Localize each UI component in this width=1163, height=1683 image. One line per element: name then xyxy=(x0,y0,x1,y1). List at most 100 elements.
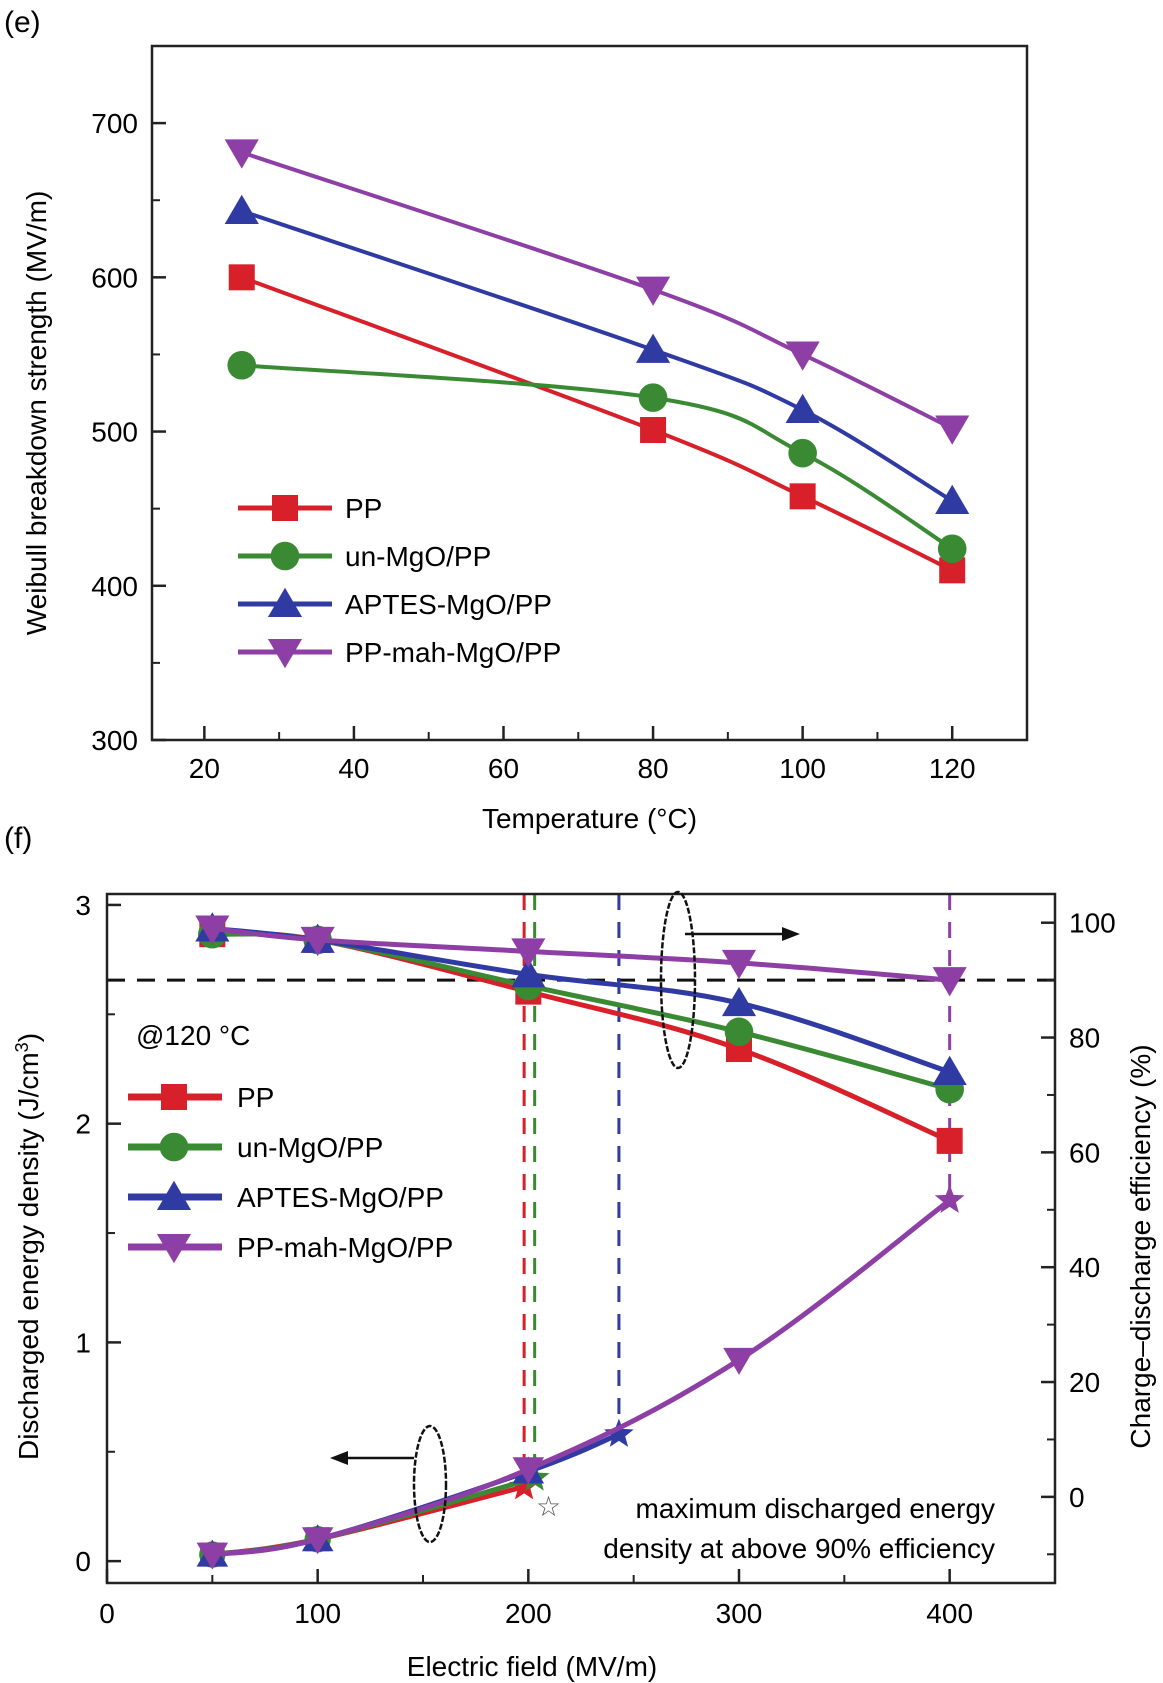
max-energy-star-PP-mah-MgO/PP xyxy=(934,1184,965,1213)
efficiency-line-un-MgO/PP xyxy=(212,931,951,1092)
chart-f-annotations: ☆ maximum discharged energy density at abo… xyxy=(330,890,995,1564)
legend-marker xyxy=(267,587,303,617)
x-tick-label: 120 xyxy=(929,753,976,784)
chart-f-left-y-axis-title: Discharged energy density (J/cm3) xyxy=(12,1033,44,1460)
data-point-un-MgO/PP xyxy=(937,534,967,564)
data-point-PP xyxy=(640,417,667,444)
legend-label: un-MgO/PP xyxy=(345,541,491,572)
series-line-PP xyxy=(241,275,954,573)
x-tick-label: 100 xyxy=(779,753,826,784)
left-y-tick-label: 3 xyxy=(75,890,91,921)
right-y-tick-label: 80 xyxy=(1069,1023,1100,1054)
legend-marker xyxy=(161,1084,187,1110)
chart-f-frame xyxy=(105,892,1057,1585)
efficiency-point-PP-mah-MgO/PP xyxy=(195,915,230,945)
data-point-un-MgO/PP xyxy=(227,350,257,380)
data-point-PP-mah-MgO/PP xyxy=(636,276,671,306)
data-point-un-MgO/PP xyxy=(788,438,817,468)
data-point-APTES-MgO/PP xyxy=(636,333,671,363)
efficiency-point-un-MgO/PP xyxy=(724,1017,754,1047)
legend-marker xyxy=(156,1180,192,1210)
chart-e: (e) 20 40 60 80 100 120 300 400 500 600 700 Temper… xyxy=(4,6,1029,834)
panel-label-f: (f) xyxy=(4,822,32,855)
right-y-tick-label: 40 xyxy=(1069,1252,1100,1283)
data-point-APTES-MgO/PP xyxy=(935,484,970,514)
chart-e-y-axis-title: Weibull breakdown strength (MV/m) xyxy=(21,191,52,636)
x-tick-label: 100 xyxy=(294,1598,341,1629)
chart-f: (f) 0 100 200 300 400 0 1 2 3 0 20 40 60 80 100 ☆ maxim… xyxy=(4,822,1156,1682)
series-line-PP-mah-MgO/PP xyxy=(241,150,954,431)
legend-marker xyxy=(272,495,298,521)
efficiency-point-PP-mah-MgO/PP xyxy=(300,926,335,957)
y-tick-label: 400 xyxy=(91,571,138,602)
efficiency-point-APTES-MgO/PP xyxy=(511,958,546,988)
chart-f-marks xyxy=(195,912,967,1570)
left-y-tick-label: 1 xyxy=(75,1327,91,1358)
left-arrow-head-icon xyxy=(330,1451,348,1465)
efficiency-line-PP-mah-MgO/PP xyxy=(212,925,950,983)
x-tick-label: 0 xyxy=(99,1598,115,1629)
max-energy-star-PP xyxy=(509,1471,539,1500)
energy-group-ellipse xyxy=(412,1424,448,1544)
chart-f-left-y-axis-title-end: ) xyxy=(13,1033,44,1042)
data-point-PP xyxy=(789,483,816,510)
y-tick-label: 300 xyxy=(91,725,138,756)
max-energy-star-APTES-MgO/PP xyxy=(604,1418,634,1447)
chart-e-x-axis-title: Temperature (°C) xyxy=(482,803,697,834)
right-y-tick-label: 60 xyxy=(1069,1137,1100,1168)
data-point-APTES-MgO/PP xyxy=(785,393,820,423)
data-point-PP-mah-MgO/PP xyxy=(224,139,259,169)
x-tick-label: 60 xyxy=(488,753,519,784)
efficiency-point-PP-mah-MgO/PP xyxy=(511,938,546,968)
efficiency-point-APTES-MgO/PP xyxy=(932,1055,967,1085)
energy-point-PP-mah-MgO/PP xyxy=(196,1542,229,1570)
series-line-APTES-MgO/PP xyxy=(241,209,954,503)
x-tick-label: 40 xyxy=(338,753,369,784)
data-point-APTES-MgO/PP xyxy=(224,194,259,225)
right-arrow-head-icon xyxy=(782,927,800,941)
energy-line-PP-mah-MgO/PP xyxy=(211,1198,952,1558)
efficiency-group-ellipse xyxy=(659,890,697,1070)
efficiency-point-APTES-MgO/PP xyxy=(721,986,757,1017)
chart-f-left-y-axis-title-main: Discharged energy density (J/cm xyxy=(13,1052,44,1460)
x-tick-label: 80 xyxy=(637,753,668,784)
y-tick-label: 700 xyxy=(91,108,138,139)
energy-point-PP-mah-MgO/PP xyxy=(512,1457,545,1485)
legend-label: un-MgO/PP xyxy=(237,1132,383,1163)
efficiency-line-PP xyxy=(212,931,951,1144)
x-tick-label: 300 xyxy=(716,1598,763,1629)
chart-e-frame xyxy=(150,44,1029,742)
chart-e-axes: 20 40 60 80 100 120 300 400 500 600 700 xyxy=(91,108,975,784)
chart-f-left-y-axis-title-sup: 3 xyxy=(12,1042,32,1052)
data-point-PP-mah-MgO/PP xyxy=(785,341,820,371)
energy-point-PP-mah-MgO/PP xyxy=(723,1347,755,1375)
data-point-un-MgO/PP xyxy=(638,383,668,412)
legend-marker xyxy=(156,1234,192,1264)
chart-e-marks xyxy=(224,139,970,584)
left-y-tick-label: 2 xyxy=(75,1109,91,1140)
energy-line-un-MgO/PP xyxy=(211,1475,536,1558)
chart-f-temperature-annotation: @120 °C xyxy=(136,1020,250,1051)
data-point-PP xyxy=(228,264,255,291)
legend-label: APTES-MgO/PP xyxy=(237,1182,444,1213)
star-glyph-icon: ☆ xyxy=(536,1491,561,1522)
right-y-tick-label: 20 xyxy=(1069,1367,1100,1398)
legend-marker xyxy=(267,639,303,669)
x-tick-label: 200 xyxy=(505,1598,552,1629)
x-tick-label: 20 xyxy=(189,753,220,784)
star-annotation-line-2: density at above 90% efficiency xyxy=(603,1533,995,1564)
legend-marker xyxy=(270,541,300,571)
chart-e-legend: PP un-MgO/PP APTES-MgO/PP PP-mah-MgO/PP xyxy=(238,493,561,669)
chart-f-x-axis-title: Electric field (MV/m) xyxy=(407,1651,657,1682)
energy-point-PP-mah-MgO/PP xyxy=(301,1527,334,1555)
legend-label: APTES-MgO/PP xyxy=(345,589,552,620)
x-tick-label: 400 xyxy=(926,1598,973,1629)
legend-label: PP-mah-MgO/PP xyxy=(237,1232,453,1263)
legend-label: PP-mah-MgO/PP xyxy=(345,637,561,668)
legend-marker xyxy=(159,1132,189,1162)
data-point-PP-mah-MgO/PP xyxy=(935,415,970,445)
y-tick-label: 500 xyxy=(91,417,138,448)
efficiency-point-PP-mah-MgO/PP xyxy=(721,949,757,980)
chart-f-legend: PP un-MgO/PP APTES-MgO/PP PP-mah-MgO/PP xyxy=(128,1082,453,1264)
